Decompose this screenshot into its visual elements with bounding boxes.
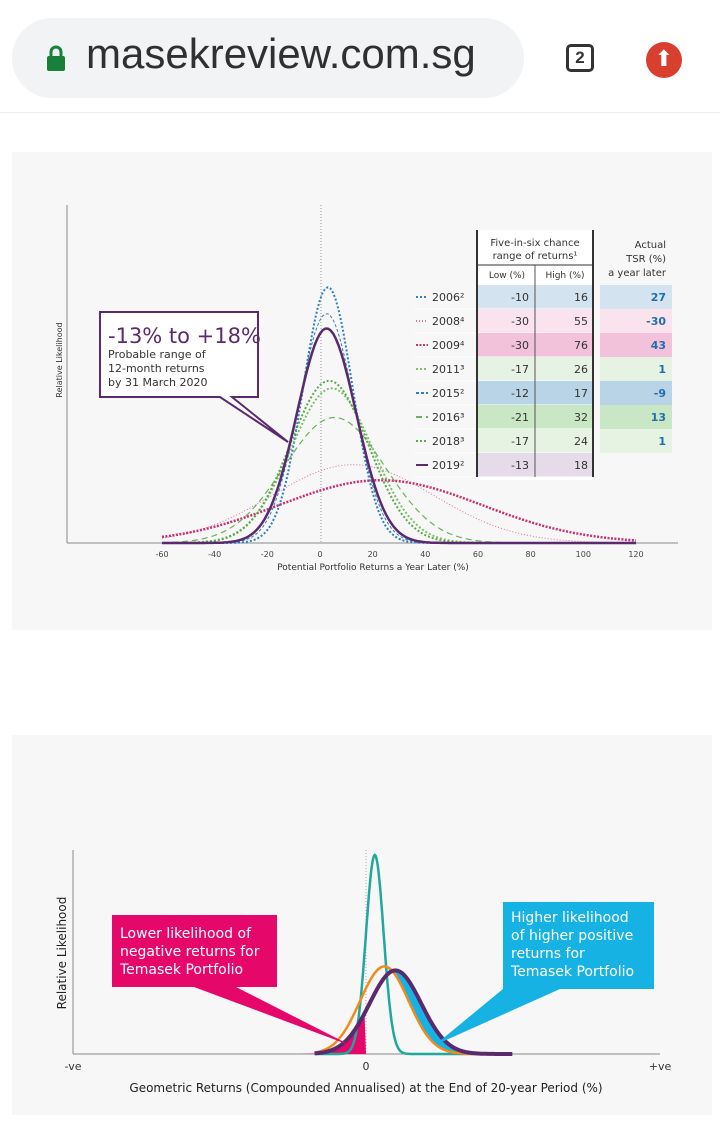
update-icon[interactable]: ⬆ (646, 42, 682, 78)
tsr-cell (600, 357, 672, 381)
tsr-cell (600, 309, 672, 333)
callout-text: 12-month returns (108, 362, 205, 375)
tsr-header: TSR (%) (625, 254, 666, 265)
x-tick-label: 0 (363, 1060, 370, 1073)
high-value: 55 (574, 315, 588, 328)
right-callout-text: Higher likelihood (511, 910, 629, 926)
x-tick-label: -40 (208, 550, 221, 559)
low-value: -21 (511, 411, 529, 424)
low-value: -10 (511, 291, 529, 304)
left-callout (112, 915, 352, 1046)
right-callout-text: returns for (511, 946, 585, 962)
url-text[interactable]: masekreview.com.sg (86, 30, 476, 77)
high-value: 16 (574, 291, 588, 304)
tab-switcher-icon[interactable]: 2 (566, 44, 594, 72)
lock-icon (47, 45, 65, 71)
high-value: 32 (574, 411, 588, 424)
low-value: -13 (511, 459, 529, 472)
legend-label: 2015² (432, 387, 464, 400)
x-tick-label: 60 (473, 550, 483, 559)
tsr-header: Actual (635, 240, 666, 251)
x-tick-label: -20 (261, 550, 274, 559)
x-tick-label: -ve (65, 1060, 82, 1073)
x-tick-label: 80 (526, 550, 536, 559)
x-tick-label: -60 (155, 550, 168, 559)
low-value: -17 (511, 363, 529, 376)
tsr-cell (600, 429, 672, 453)
positive-area (388, 967, 484, 1054)
tsr-header: a year later (608, 268, 667, 279)
tsr-value: 1 (658, 435, 666, 448)
x-tick-label: +ve (649, 1060, 672, 1073)
x-axis-label: Potential Portfolio Returns a Year Later… (277, 563, 469, 573)
series-line-7 (162, 327, 636, 545)
left-callout-text: negative returns for (120, 944, 260, 960)
legend-label: 2016³ (432, 411, 464, 424)
tsr-value: -9 (654, 387, 666, 400)
tsr-value: 1 (658, 363, 666, 376)
legend-label: 2018³ (432, 435, 464, 448)
tsr-value: -30 (646, 315, 666, 328)
range-header: Five-in-six chance (490, 238, 579, 249)
x-tick-label: 40 (420, 550, 430, 559)
tsr-value: 27 (651, 291, 666, 304)
low-value: -12 (511, 387, 529, 400)
series-line-2 (314, 968, 513, 1056)
series-line-1 (161, 464, 636, 544)
x-tick-label: 100 (576, 550, 591, 559)
legend-label: 2006² (432, 291, 464, 304)
callout-text: Probable range of (108, 348, 207, 361)
legend-label: 2011³ (432, 363, 464, 376)
low-value: -30 (511, 315, 529, 328)
x-axis-label: Geometric Returns (Compounded Annualised… (129, 1081, 602, 1095)
legend-label: 2008⁴ (432, 315, 465, 328)
tsr-value: 13 (651, 411, 666, 424)
legend-label: 2009⁴ (432, 339, 465, 352)
tsr-cell (600, 333, 672, 357)
callout-headline: -13% to +18% (108, 324, 261, 348)
callout-text: by 31 March 2020 (108, 376, 208, 389)
right-callout-text: of higher positive (511, 928, 633, 944)
returns-distribution-chart: -60 -40 -20 0 20 40 60 80 100 120 Potential Portfo… (55, 205, 678, 573)
left-callout-text: Temasek Portfolio (119, 962, 243, 978)
left-callout-text: Lower likelihood of (120, 926, 252, 942)
high-header: High (%) (545, 271, 584, 281)
low-header: Low (%) (489, 271, 525, 281)
high-value: 18 (574, 459, 588, 472)
x-tick-label: 20 (368, 550, 378, 559)
series-line-0 (162, 286, 636, 544)
range-header: range of returns¹ (493, 251, 578, 262)
high-value: 26 (574, 363, 588, 376)
negative-area (299, 1013, 366, 1054)
tsr-cell (600, 285, 672, 309)
high-value: 17 (574, 387, 588, 400)
callout-box (99, 311, 289, 443)
high-value: 24 (574, 435, 588, 448)
right-callout (435, 902, 654, 1045)
low-value: -30 (511, 339, 529, 352)
series-line-0 (314, 853, 513, 1056)
x-tick-label: 0 (317, 550, 322, 559)
y-axis-label: Relative Likelihood (55, 897, 69, 1010)
tsr-cell (600, 381, 672, 405)
tsr-value: 43 (651, 339, 666, 352)
x-tick-label: 120 (628, 550, 643, 559)
low-value: -17 (511, 435, 529, 448)
series-line-2 (161, 478, 637, 542)
y-axis-label: Relative Likelihood (55, 322, 64, 397)
right-callout-text: Temasek Portfolio (510, 964, 634, 980)
legend-label: 2019² (432, 459, 464, 472)
browser-toolbar: masekreview.com.sg 2 ⬆ (0, 0, 720, 113)
tsr-cell (600, 405, 672, 429)
high-value: 76 (574, 339, 588, 352)
address-bar[interactable] (12, 18, 524, 98)
